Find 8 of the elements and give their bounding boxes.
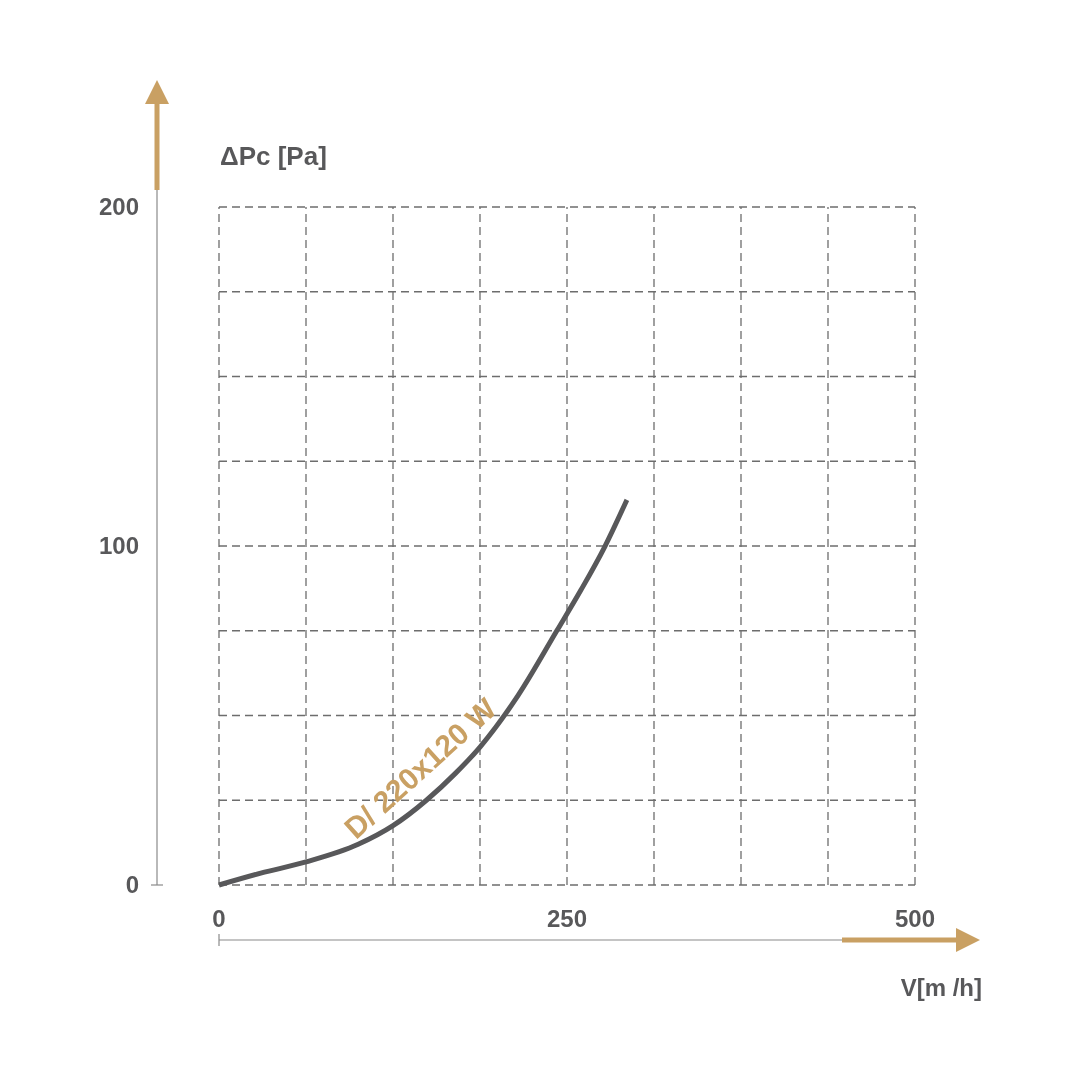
y-tick-label: 200 (98, 193, 139, 221)
y-tick-label: 100 (98, 532, 139, 560)
y-tick-label: 0 (125, 871, 139, 899)
x-tick-label: 250 (546, 905, 588, 932)
x-tick-label: 500 (894, 905, 936, 932)
x-tick-label: 0 (212, 905, 226, 932)
x-axis-title: V[m /h] (900, 974, 982, 1001)
y-axis-title: ΔPc [Pa] (220, 141, 327, 171)
